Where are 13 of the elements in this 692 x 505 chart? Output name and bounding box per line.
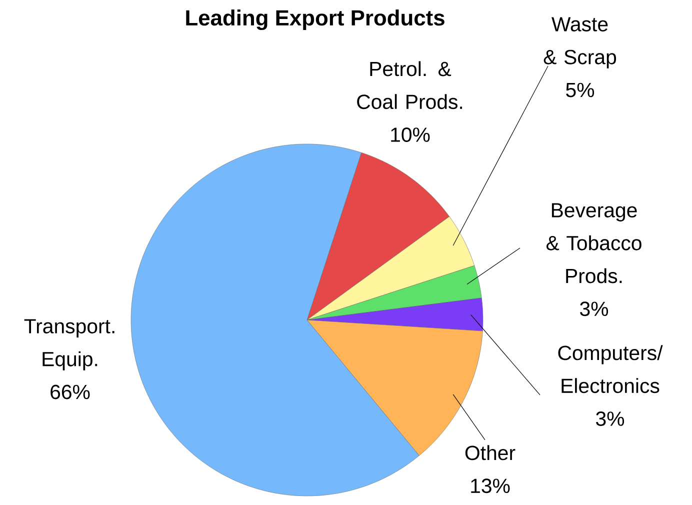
data-label: 13%	[471, 478, 510, 494]
data-label: 3%	[596, 411, 624, 426]
data-label: 66%	[50, 384, 90, 400]
data-label: 10%	[391, 127, 430, 142]
slice-label: Other	[465, 445, 516, 460]
slice-label: Petrol. & Coal Prods.	[357, 61, 462, 110]
slice-label: Beverage & Tobacco Prods.	[546, 203, 642, 284]
slice-label: Waste & Scrap	[544, 17, 616, 68]
slice-label: Computers/ Electronics	[558, 345, 663, 394]
data-label: 5%	[566, 82, 594, 98]
chart-title: Leading Export Products	[186, 10, 444, 30]
data-label: 3%	[580, 302, 608, 316]
slice-label: Transport. Equip.	[24, 319, 114, 370]
